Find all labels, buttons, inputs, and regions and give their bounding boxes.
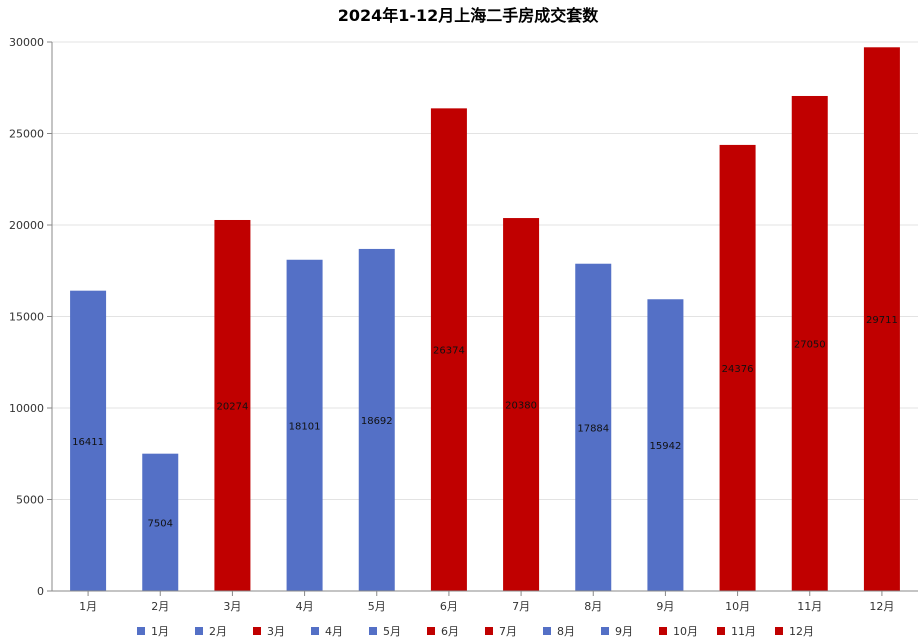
bar-data-label: 20274 bbox=[217, 401, 249, 412]
gridlines bbox=[52, 41, 918, 500]
y-tick-label: 25000 bbox=[9, 128, 44, 141]
bars: 16411 7504 20274 18101 18692 26374 20380 17884 1… bbox=[70, 47, 900, 592]
x-tick-label: 4月 bbox=[296, 600, 314, 613]
legend-swatch bbox=[775, 627, 783, 635]
bar bbox=[503, 218, 540, 591]
legend-entry: 8月 bbox=[557, 625, 575, 638]
legend-entry: 12月 bbox=[789, 625, 814, 638]
legend-entry: 2月 bbox=[209, 625, 227, 638]
x-tick-label: 5月 bbox=[368, 600, 386, 613]
x-tick-label: 12月 bbox=[869, 600, 894, 613]
legend-swatch bbox=[195, 627, 203, 635]
bar bbox=[647, 299, 684, 591]
y-tick-label: 20000 bbox=[9, 219, 44, 232]
chart-title: 2024年1-12月上海二手房成交套数 bbox=[338, 6, 600, 25]
legend-swatch bbox=[543, 627, 551, 635]
x-tick-label: 6月 bbox=[440, 600, 458, 613]
x-axis: 1月 2月 3月 4月 5月 6月 7月 8月 9月 10月 11月 12月 bbox=[52, 590, 918, 613]
legend-entry: 3月 bbox=[267, 625, 285, 638]
bar bbox=[358, 248, 395, 591]
legend-entry: 6月 bbox=[441, 625, 459, 638]
x-tick-label: 10月 bbox=[725, 600, 750, 613]
bar-data-label: 16411 bbox=[72, 437, 104, 448]
y-tick-label: 15000 bbox=[9, 311, 44, 324]
legend-swatch bbox=[369, 627, 377, 635]
y-tick-label: 30000 bbox=[9, 36, 44, 49]
bar bbox=[142, 453, 179, 591]
x-tick-label: 8月 bbox=[584, 600, 602, 613]
y-tick-label: 5000 bbox=[16, 494, 44, 507]
x-tick-label: 11月 bbox=[797, 600, 822, 613]
legend-swatch bbox=[485, 627, 493, 635]
bar-data-label: 29711 bbox=[866, 315, 898, 326]
bar-data-label: 24376 bbox=[722, 364, 754, 375]
bar bbox=[286, 259, 323, 591]
legend: 1月 2月 3月 4月 5月 6月 7月 8月 9月 10月 11月 12月 bbox=[137, 625, 814, 638]
bar-data-label: 18692 bbox=[361, 416, 393, 427]
bar-data-label: 15942 bbox=[650, 441, 682, 452]
legend-swatch bbox=[717, 627, 725, 635]
bar-data-label: 18101 bbox=[289, 421, 321, 432]
bar bbox=[719, 144, 756, 592]
bar-data-label: 7504 bbox=[148, 518, 173, 529]
bar bbox=[214, 219, 251, 592]
bar bbox=[863, 47, 900, 592]
bar bbox=[575, 263, 612, 591]
legend-swatch bbox=[311, 627, 319, 635]
legend-swatch bbox=[137, 627, 145, 635]
legend-swatch bbox=[427, 627, 435, 635]
legend-swatch bbox=[253, 627, 261, 635]
legend-entry: 10月 bbox=[673, 625, 698, 638]
x-tick-label: 9月 bbox=[656, 600, 674, 613]
x-tick-label: 1月 bbox=[79, 600, 97, 613]
y-tick-label: 10000 bbox=[9, 402, 44, 415]
legend-swatch bbox=[659, 627, 667, 635]
y-tick-label: 0 bbox=[37, 585, 44, 598]
legend-entry: 1月 bbox=[151, 625, 169, 638]
legend-entry: 5月 bbox=[383, 625, 401, 638]
bar-data-label: 20380 bbox=[505, 401, 537, 412]
x-tick-label: 3月 bbox=[223, 600, 241, 613]
bar bbox=[791, 95, 828, 592]
x-tick-label: 2月 bbox=[151, 600, 169, 613]
legend-entry: 4月 bbox=[325, 625, 343, 638]
legend-entry: 9月 bbox=[615, 625, 633, 638]
legend-entry: 7月 bbox=[499, 625, 517, 638]
bar-data-label: 26374 bbox=[433, 346, 465, 357]
bar-data-label: 27050 bbox=[794, 339, 826, 350]
legend-swatch bbox=[601, 627, 609, 635]
bar-data-label: 17884 bbox=[577, 423, 609, 434]
bar bbox=[430, 108, 467, 591]
x-tick-label: 7月 bbox=[512, 600, 530, 613]
legend-entry: 11月 bbox=[731, 625, 756, 638]
bar bbox=[70, 290, 107, 591]
y-axis: 0 5000 10000 15000 20000 25000 30000 bbox=[9, 36, 53, 598]
